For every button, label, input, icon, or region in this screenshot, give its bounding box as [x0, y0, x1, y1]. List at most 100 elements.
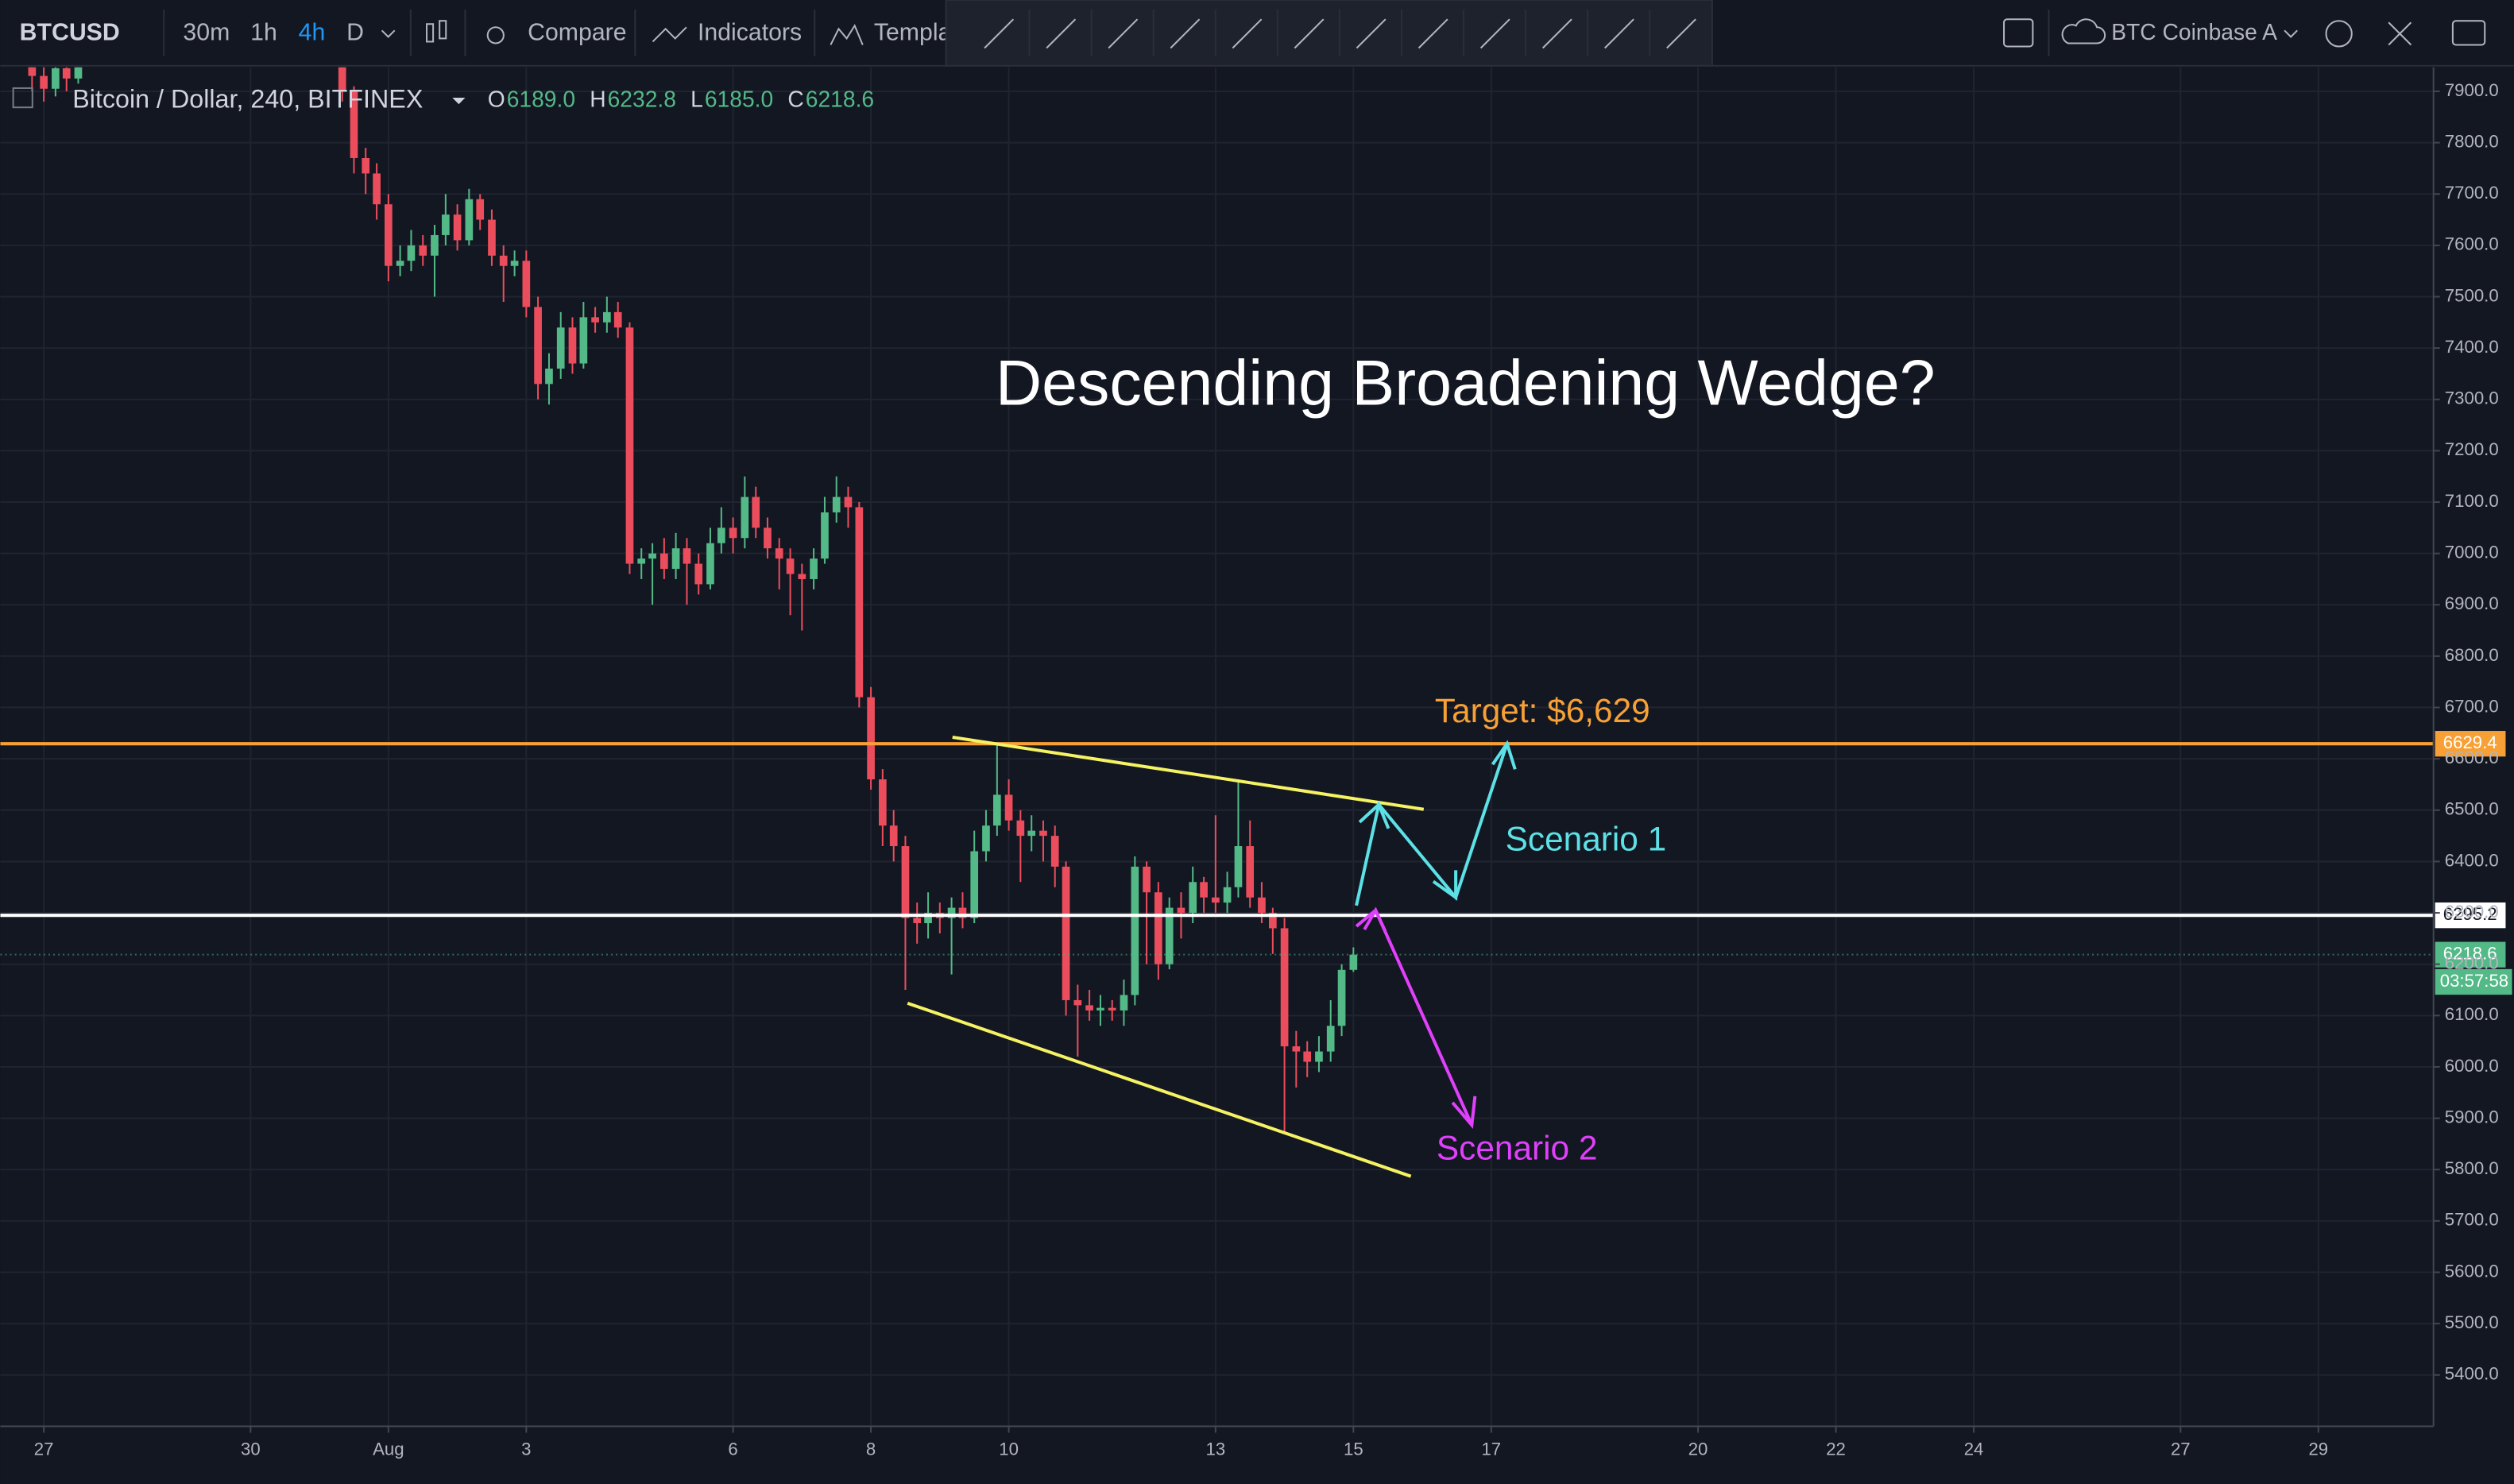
- candle-body: [1292, 1046, 1301, 1052]
- y-tick-label: 7700.0: [2445, 183, 2499, 203]
- drawing-tool[interactable]: [984, 18, 1015, 49]
- caret[interactable]: [2284, 29, 2298, 38]
- interval[interactable]: 1h: [250, 19, 277, 45]
- ohlc-key: L: [690, 87, 703, 112]
- x-tick-label: 6: [728, 1439, 737, 1459]
- drawing-tool[interactable]: [1418, 18, 1448, 49]
- x-tick-label: 13: [1205, 1439, 1225, 1459]
- price-label: 6629.4: [2443, 732, 2497, 752]
- candle-body: [1050, 836, 1059, 867]
- compare-icon[interactable]: [486, 26, 505, 44]
- x-tick-label: 20: [1688, 1439, 1708, 1459]
- candle-body: [419, 245, 427, 256]
- drawing-tool[interactable]: [1108, 18, 1139, 49]
- exchange[interactable]: BTC Coinbase A: [2111, 19, 2277, 44]
- candle-body: [488, 219, 496, 256]
- ohlc-key: C: [787, 87, 803, 112]
- scenario-1-path: [1355, 743, 1509, 906]
- templates-icon[interactable]: [830, 24, 864, 45]
- candle-body: [970, 851, 979, 918]
- chart-type-icon[interactable]: [426, 20, 447, 43]
- compare[interactable]: Compare: [528, 19, 626, 45]
- arrowhead: [1491, 740, 1517, 770]
- candle-body: [729, 528, 737, 539]
- y-tick-label: 6700.0: [2445, 696, 2499, 716]
- candle-body: [671, 548, 680, 570]
- templates[interactable]: Templa: [874, 19, 952, 45]
- candle-body: [1131, 866, 1139, 995]
- toolbar: BTCUSD 30m 1h 4h D Compare Indicators Te…: [0, 0, 2514, 67]
- cloud-icon[interactable]: [2061, 18, 2106, 44]
- caret[interactable]: [381, 29, 396, 38]
- indicators[interactable]: Indicators: [698, 19, 802, 45]
- symbol[interactable]: BTCUSD: [20, 19, 120, 45]
- x-tick-label: 10: [999, 1439, 1019, 1459]
- candles: [28, 67, 1358, 1134]
- snapshot-icon[interactable]: [2451, 20, 2486, 46]
- y-tick-label: 7300.0: [2445, 388, 2499, 408]
- x-tick-label: 17: [1481, 1439, 1501, 1459]
- candle-body: [534, 307, 542, 385]
- drawings: [907, 735, 1517, 1178]
- x-tick-label: 3: [521, 1439, 531, 1459]
- indicators-icon[interactable]: [652, 26, 687, 43]
- candle-body: [878, 779, 887, 826]
- y-tick-label: 6900.0: [2445, 593, 2499, 613]
- arrowhead: [1451, 1096, 1477, 1129]
- y-tick-label: 7400.0: [2445, 337, 2499, 357]
- interval[interactable]: D: [346, 19, 364, 45]
- candle-body: [1016, 820, 1025, 837]
- candle-body: [1315, 1051, 1323, 1062]
- drawing-tool[interactable]: [1294, 18, 1325, 49]
- price-label-bg: [2435, 731, 2506, 757]
- x-tick-label: 24: [1964, 1439, 1984, 1459]
- candle-body: [556, 327, 565, 369]
- candle-body: [1120, 995, 1128, 1011]
- settings-icon[interactable]: [2325, 20, 2353, 48]
- y-tick-label: 7600.0: [2445, 234, 2499, 254]
- x-tick-label: Aug: [373, 1439, 404, 1459]
- drawing-tool[interactable]: [1604, 18, 1634, 49]
- drawing-tool[interactable]: [1356, 18, 1387, 49]
- legend: Bitcoin / Dollar, 240, BITFINEX O 6189.0 H…: [12, 85, 874, 114]
- candle-body: [1108, 1007, 1116, 1011]
- candle-body: [786, 558, 795, 574]
- y-tick-label: 7800.0: [2445, 131, 2499, 151]
- legend-title: Bitcoin / Dollar, 240, BITFINEX: [72, 85, 423, 114]
- grid: [0, 67, 2434, 1427]
- candle-body: [1258, 897, 1266, 914]
- x-tick-label: 27: [34, 1439, 54, 1459]
- drawing-tool[interactable]: [1479, 18, 1510, 49]
- drawing-toolbar: [945, 0, 1713, 67]
- y-tick-label: 7100.0: [2445, 491, 2499, 511]
- candle-body: [752, 497, 760, 528]
- interval-active[interactable]: 4h: [299, 19, 326, 45]
- candle-body: [603, 311, 611, 323]
- layout-icon[interactable]: [2003, 18, 2034, 48]
- candle-body: [1189, 882, 1197, 914]
- y-tick-label: 6100.0: [2445, 1004, 2499, 1024]
- candle-body: [660, 553, 668, 570]
- candle-body: [982, 825, 990, 852]
- candle-body: [338, 67, 346, 91]
- drawing-tools: [984, 10, 1696, 56]
- drawing-tool[interactable]: [1170, 18, 1201, 49]
- ohlc-value: 6185.0: [705, 87, 773, 112]
- drawing-tool[interactable]: [1232, 18, 1263, 49]
- drawing-tool[interactable]: [1046, 18, 1077, 49]
- drawing-tool[interactable]: [1541, 18, 1572, 49]
- y-tick-label: 7500.0: [2445, 285, 2499, 305]
- fullscreen-icon[interactable]: [2388, 21, 2412, 46]
- arrowhead: [1363, 906, 1387, 932]
- y-tick-label: 5400.0: [2445, 1364, 2499, 1384]
- candle-body: [1280, 928, 1289, 1047]
- drawing-tool[interactable]: [1666, 18, 1696, 49]
- interval[interactable]: 30m: [183, 19, 230, 45]
- y-tick-label: 7000.0: [2445, 543, 2499, 562]
- y-tick-label: 7900.0: [2445, 80, 2499, 100]
- candle-body: [1349, 954, 1358, 970]
- legend-icon: [12, 87, 33, 109]
- candle-body: [867, 697, 875, 780]
- price-label-bg: [2435, 902, 2506, 929]
- candle-body: [1096, 1007, 1104, 1011]
